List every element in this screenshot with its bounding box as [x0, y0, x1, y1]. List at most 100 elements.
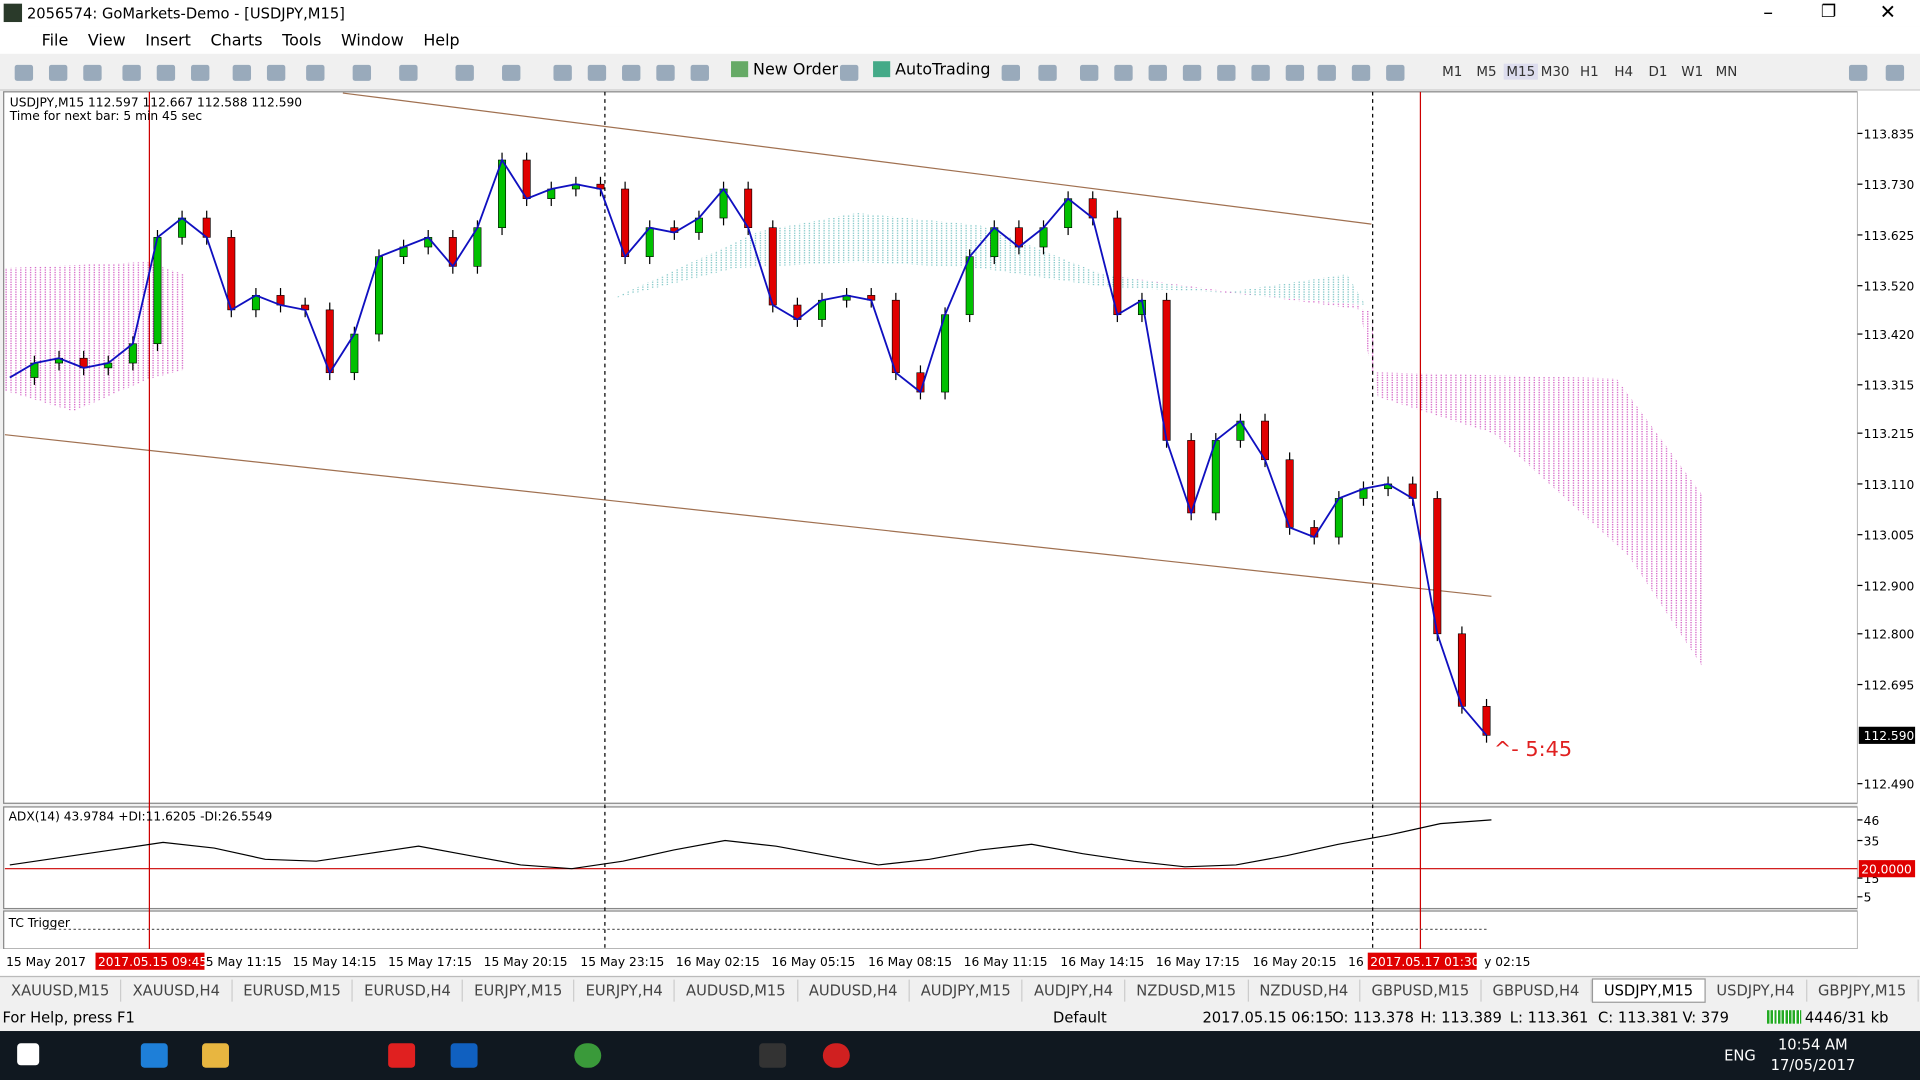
tool-icon[interactable]	[656, 64, 675, 81]
tool-icon[interactable]	[14, 64, 34, 81]
candle	[941, 314, 950, 393]
start-button[interactable]	[17, 1043, 40, 1066]
chart-tab[interactable]: EURUSD,H4	[353, 978, 464, 1002]
timeframe-button[interactable]: M15	[1503, 63, 1538, 80]
tool-icon[interactable]	[622, 64, 641, 81]
timeframe-button[interactable]: M5	[1476, 63, 1497, 80]
tool-icon[interactable]	[399, 64, 418, 81]
autotrading-button[interactable]: AutoTrading	[873, 61, 990, 80]
tool-icon[interactable]	[587, 64, 607, 81]
tool-icon[interactable]	[1038, 64, 1057, 81]
tool-icon[interactable]	[191, 64, 210, 81]
tool-icon[interactable]	[48, 64, 68, 81]
explorer[interactable]	[202, 1043, 229, 1068]
current-price-label: 112.590	[1864, 729, 1915, 743]
tool-icon[interactable]	[1182, 64, 1202, 81]
maximize[interactable]: ❐	[1820, 2, 1837, 23]
close[interactable]: ✕	[1879, 0, 1897, 24]
tool-icon[interactable]	[122, 64, 141, 81]
chart-tab[interactable]: EURUSD,M15	[232, 978, 354, 1002]
candle	[522, 159, 531, 199]
tool-icon[interactable]	[1080, 64, 1099, 81]
chart-tab[interactable]: USDJPY,M15	[1591, 977, 1706, 1003]
app[interactable]	[388, 1043, 416, 1068]
tool-icon[interactable]	[1251, 64, 1270, 81]
timeframe-button[interactable]: M1	[1442, 63, 1463, 80]
tool-icon[interactable]	[1386, 64, 1405, 81]
timeframe-button[interactable]: W1	[1681, 63, 1704, 80]
tool-icon[interactable]	[1148, 64, 1167, 81]
y-tick-label: 113.315	[1864, 379, 1915, 393]
chart-tab[interactable]: XAUUSD,M15	[0, 978, 122, 1002]
chart-tab[interactable]: USDJPY,H4	[1705, 978, 1807, 1002]
date: 17/05/2017	[1770, 1056, 1856, 1074]
new-order-button[interactable]: New Order	[731, 61, 838, 80]
level-label: 20.0000	[1861, 863, 1912, 877]
chart-tab[interactable]: GBPUSD,M15	[1360, 978, 1482, 1002]
timeframe-button[interactable]: MN	[1715, 63, 1738, 80]
tool-icon[interactable]	[690, 64, 709, 81]
candle	[965, 256, 974, 316]
tool-icon[interactable]	[1885, 64, 1905, 81]
tool-icon[interactable]	[553, 64, 572, 81]
chart-tab[interactable]: XAUUSD,H4	[122, 978, 233, 1002]
menu-item[interactable]: Charts	[210, 31, 263, 50]
chart-tab[interactable]: EURJPY,H4	[575, 978, 676, 1002]
app[interactable]	[450, 1043, 478, 1068]
menu-item[interactable]: Window	[340, 31, 404, 50]
x-tick-label: 15 May 14:15	[293, 955, 377, 969]
tool-icon[interactable]	[306, 64, 325, 81]
timeframe-button[interactable]: H1	[1580, 63, 1599, 80]
clock: 10:54 AM	[1777, 1035, 1848, 1054]
tool-icon[interactable]	[455, 64, 474, 81]
tool-icon[interactable]	[83, 64, 102, 81]
menu-item[interactable]: File	[41, 31, 69, 50]
chart-tab[interactable]: GBPJPY,M15	[1807, 978, 1919, 1002]
chart-tab[interactable]: EURJPY,M15	[463, 978, 575, 1002]
trigger-header: TC Trigger	[8, 916, 71, 930]
candle	[227, 237, 236, 311]
chrome[interactable]	[574, 1043, 602, 1068]
chart-tab[interactable]: AUDJPY,H4	[1023, 978, 1126, 1002]
tool-icon[interactable]	[156, 64, 176, 81]
low: L: 113.361	[1509, 1008, 1589, 1027]
tool-icon[interactable]	[1848, 64, 1868, 81]
edge[interactable]	[140, 1043, 168, 1068]
menu-item[interactable]: Insert	[145, 31, 191, 50]
x-tick-label: 15 May 17:15	[388, 955, 472, 969]
menu-item[interactable]: Tools	[282, 31, 322, 50]
tool-icon[interactable]	[1001, 64, 1021, 81]
x-tick-label: 16	[1348, 955, 1364, 969]
tool-icon[interactable]	[1317, 64, 1336, 81]
y-tick-label: 5	[1864, 891, 1872, 905]
metatrader[interactable]	[759, 1043, 787, 1068]
tool-icon[interactable]	[352, 64, 372, 81]
candle	[1187, 440, 1196, 514]
timeframe-button[interactable]: H4	[1614, 63, 1634, 80]
tool-icon[interactable]	[1351, 64, 1371, 81]
timeframe-button[interactable]: D1	[1648, 63, 1668, 80]
tool-icon[interactable]	[1217, 64, 1236, 81]
tool-icon[interactable]	[1114, 64, 1133, 81]
app-icon	[3, 3, 23, 23]
chart-tab[interactable]: AUDJPY,M15	[910, 978, 1023, 1002]
chart-tab[interactable]: AUDUSD,M15	[675, 978, 798, 1002]
menu-item[interactable]: Help	[423, 31, 460, 50]
tool-icon[interactable]	[840, 64, 859, 81]
chart-tab[interactable]: NZDUSD,H4	[1248, 978, 1361, 1002]
traffic: 4446/31 kb	[1804, 1008, 1889, 1027]
tool-icon[interactable]	[502, 64, 521, 81]
chart-tab[interactable]: NZDUSD,M15	[1125, 978, 1249, 1002]
menu-item[interactable]: View	[87, 31, 126, 50]
tool-icon[interactable]	[266, 64, 286, 81]
timeframe-button[interactable]: M30	[1540, 63, 1570, 80]
chart-tab[interactable]: GBPUSD,H4	[1482, 978, 1592, 1002]
x-tick-label: 16 May 14:15	[1060, 955, 1144, 969]
time-axis	[0, 948, 1920, 976]
tool-icon[interactable]	[1285, 64, 1305, 81]
chart-tab[interactable]: AUDUSD,H4	[798, 978, 910, 1002]
toolbar: New Order AutoTrading M1 M5 M15 M30 H1 H4 D1 W1…	[0, 53, 1920, 91]
app[interactable]	[822, 1043, 850, 1068]
minimize[interactable]: –	[1763, 0, 1774, 24]
tool-icon[interactable]	[232, 64, 252, 81]
